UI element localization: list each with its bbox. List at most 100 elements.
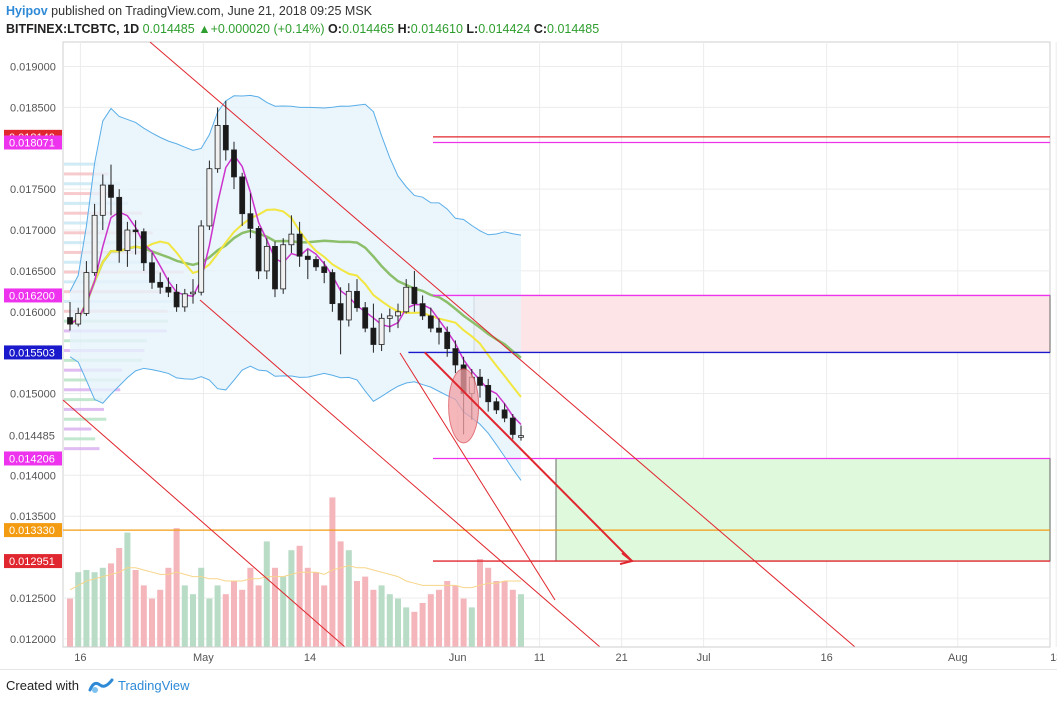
x-tick-label: Jul <box>697 652 711 664</box>
candle-body <box>329 272 336 305</box>
y-tick-label: 0.012000 <box>10 634 56 646</box>
volume-bar <box>460 598 467 647</box>
candle-body <box>263 245 270 272</box>
volume-bar <box>99 567 106 647</box>
candle-body <box>75 313 82 325</box>
volume-bar <box>222 594 229 647</box>
x-tick-label: 13 <box>1050 652 1057 664</box>
candle-body <box>304 255 311 260</box>
x-tick-label: Aug <box>948 652 968 664</box>
price-label: 0.016200 <box>9 290 55 302</box>
volume-profile-bar <box>64 398 103 402</box>
candle-body <box>222 124 229 151</box>
volume-bar <box>108 563 114 647</box>
candle-body <box>124 229 131 251</box>
volume-bar <box>378 585 385 647</box>
price-label-box <box>4 554 62 569</box>
volume-bar <box>67 598 73 647</box>
candle-body <box>157 281 164 288</box>
volume-bar <box>288 550 295 647</box>
chart-header: Hyipov published on TradingView.com, Jun… <box>0 0 1057 42</box>
volume-bar <box>304 567 311 647</box>
author-name[interactable]: Hyipov <box>6 4 48 18</box>
candle-body <box>395 311 401 317</box>
x-tick-label: May <box>193 652 214 664</box>
y-axis: 0.019000 0.018500 0.017500 0.017000 0.016500… <box>3 62 63 646</box>
volume-bar <box>444 581 451 647</box>
symbol-line: BITFINEX:LTCBTC, 1D 0.014485 ▲+0.000020 … <box>6 22 599 36</box>
x-tick-label: 16 <box>820 652 832 664</box>
target-zone <box>555 458 1051 562</box>
candle-body <box>288 233 295 246</box>
volume-bar <box>345 550 352 647</box>
candle-body <box>181 293 188 308</box>
open-value: 0.014465 <box>341 22 395 36</box>
volume-bar <box>247 567 254 647</box>
price-label-box <box>4 451 62 466</box>
volume-bar <box>329 497 336 647</box>
candle-body <box>370 327 377 345</box>
volume-bar <box>280 576 287 647</box>
published-text: published on TradingView.com, June 21, 2… <box>51 4 372 18</box>
low-value: 0.014424 <box>478 22 531 36</box>
volume-bar <box>370 589 377 647</box>
volume-bar <box>231 581 237 647</box>
volume-bar <box>83 570 90 647</box>
y-tick-label: 0.015000 <box>10 389 56 401</box>
candle-body <box>493 401 500 411</box>
candle-body <box>378 317 385 345</box>
x-tick-label: 14 <box>304 652 316 664</box>
volume-bar <box>296 545 303 647</box>
candle-body <box>247 213 254 229</box>
volume-bar <box>75 572 82 647</box>
price-label: 0.018071 <box>9 137 55 149</box>
price-label-box <box>4 288 62 303</box>
volume-bar <box>206 598 213 647</box>
y-tick-label: 0.016500 <box>10 266 56 278</box>
volume-profile-bar <box>64 162 99 166</box>
volume-bar <box>181 585 188 647</box>
candle-body <box>140 231 147 264</box>
high-value: 0.014610 <box>410 22 463 36</box>
volume-bar <box>313 572 319 647</box>
volume-bar <box>427 594 434 647</box>
candle-body <box>108 184 114 198</box>
trend-line <box>62 399 346 648</box>
volume-bar <box>116 548 123 647</box>
candle-body <box>444 331 451 349</box>
volume-bar <box>501 581 508 647</box>
candle-body <box>214 124 221 170</box>
tradingview-brand-link[interactable]: TradingView <box>118 678 190 693</box>
close-label: C: <box>533 22 548 36</box>
candle-body <box>419 303 426 317</box>
candle-body <box>436 327 442 333</box>
candle-body <box>99 184 106 216</box>
candle-body <box>501 409 508 419</box>
candle-body <box>132 229 139 233</box>
candle-body <box>255 228 262 272</box>
volume-bar <box>124 532 131 647</box>
price-label-box <box>4 345 62 360</box>
volume-bar <box>157 589 164 647</box>
price-chart[interactable]: 0.019000 0.018500 0.017500 0.017000 0.016500… <box>0 0 1057 669</box>
y-tick-label: 0.019000 <box>10 62 56 74</box>
low-label: L: <box>466 22 479 36</box>
candle-body <box>83 272 90 314</box>
volume-bar <box>214 585 221 647</box>
candle-body <box>452 348 459 366</box>
candle-body <box>509 417 516 435</box>
candle-body <box>296 233 303 257</box>
change-arrow-icon: ▲ <box>198 22 211 36</box>
volume-bar <box>190 594 196 647</box>
trend-line <box>399 352 556 601</box>
trend-line <box>199 299 601 648</box>
last-price: 0.014485 <box>142 22 195 36</box>
volume-bar <box>337 541 344 647</box>
arrow-head-icon <box>619 552 635 566</box>
candle-body <box>190 291 196 295</box>
y-tick-label: 0.013500 <box>10 511 56 523</box>
footer: Created with TradingView <box>0 669 1057 703</box>
candle-body <box>485 384 492 403</box>
price-label: 0.014206 <box>9 453 55 465</box>
price-label-box <box>3 428 63 444</box>
